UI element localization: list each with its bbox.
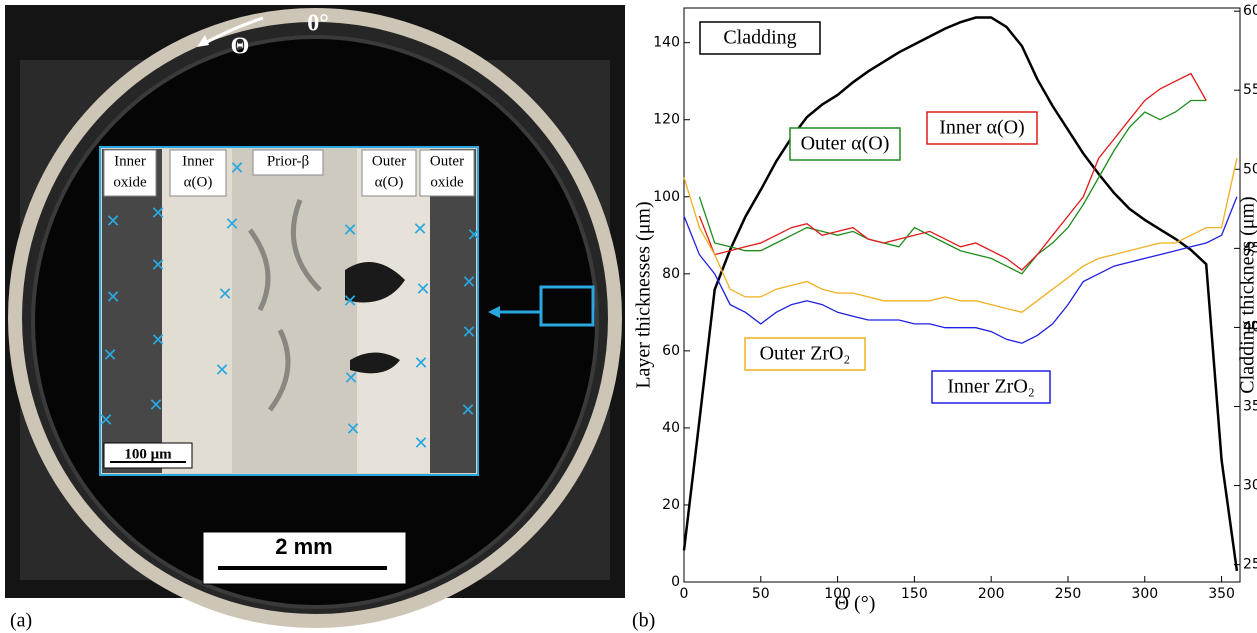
y2-tick-label: 600 — [1243, 3, 1257, 19]
y-tick-label: 80 — [662, 266, 680, 282]
layer-label: oxide — [113, 174, 147, 190]
series-line — [698, 72, 1207, 271]
theta-label: Θ — [231, 34, 250, 60]
label-box — [252, 149, 324, 176]
label-box — [103, 149, 157, 197]
x-tick-label: 50 — [752, 586, 770, 602]
svg-text:✕: ✕ — [105, 211, 120, 232]
layer-label: oxide — [430, 174, 464, 190]
svg-text:✕: ✕ — [413, 353, 428, 374]
layer-label: Prior-β — [267, 153, 309, 169]
x-tick-label: 0 — [680, 586, 689, 602]
scale-label: 2 mm — [275, 534, 332, 559]
svg-text:✕: ✕ — [150, 330, 165, 351]
y2-tick-label: 500 — [1243, 161, 1257, 177]
y-tick-label: 100 — [653, 189, 680, 205]
label-box — [169, 149, 227, 197]
svg-text:✕: ✕ — [342, 291, 357, 312]
series-line — [698, 99, 1207, 275]
caption: (b) — [632, 610, 655, 632]
x-tick-label: 200 — [978, 586, 1005, 602]
svg-text:✕: ✕ — [412, 219, 427, 240]
series-line — [682, 16, 1239, 572]
layer-labels: Inner oxide Inner α(O) Prior-β Outer α(O) Outer… — [103, 149, 475, 197]
legend-label: Outer α(O) — [801, 133, 890, 155]
y-tick-label: 60 — [662, 343, 680, 359]
svg-text:✕: ✕ — [460, 400, 475, 421]
layer-label: Outer — [430, 153, 464, 169]
layer-label: Inner — [114, 153, 146, 169]
svg-text:✕: ✕ — [461, 322, 476, 343]
y-tick-label: 40 — [662, 420, 680, 436]
plot-frame — [683, 7, 1241, 583]
inset-scale-label: 100 μm — [124, 446, 172, 462]
svg-text:✕: ✕ — [98, 410, 113, 431]
svg-text:✕: ✕ — [461, 272, 476, 293]
y-tick-label: 140 — [653, 35, 680, 51]
svg-text:✕: ✕ — [217, 284, 232, 305]
svg-text:✕: ✕ — [102, 345, 117, 366]
angle-label: 0° — [307, 11, 329, 37]
x-tick-label: 100 — [824, 586, 851, 602]
y-tick-label: 20 — [662, 497, 680, 513]
y2-axis-title: Cladding thickness (μm) — [1237, 196, 1257, 393]
y2-tick-label: 400 — [1243, 319, 1257, 335]
legend-label: Cladding — [723, 27, 796, 49]
legend-label: Inner ZrO₂ — [947, 376, 1035, 398]
y-tick-label: 0 — [671, 574, 680, 590]
x-tick-label: 300 — [1131, 586, 1158, 602]
x-axis-title: Θ (°) — [835, 593, 876, 615]
svg-text:✕: ✕ — [148, 395, 163, 416]
svg-text:✕: ✕ — [466, 225, 481, 246]
svg-text:✕: ✕ — [214, 360, 229, 381]
micrograph: ✕ ✕ ✕ ✕ ✕ ✕ ✕ ✕ ✕ ✕ ✕ ✕ ✕ ✕ ✕ ✕ ✕ ✕ ✕ ✕ ✕ ✕ ✕ ✕ — [5, 5, 625, 628]
series-line — [683, 196, 1238, 344]
legend-box — [744, 337, 866, 371]
y-tick-label: 120 — [653, 112, 680, 128]
legend-box — [926, 111, 1038, 145]
legend-label: Outer ZrO₂ — [760, 343, 851, 365]
x-tick-label: 150 — [901, 586, 928, 602]
svg-text:✕: ✕ — [342, 220, 357, 241]
svg-text:✕: ✕ — [150, 255, 165, 276]
svg-text:✕: ✕ — [224, 214, 239, 235]
y2-tick-label: 300 — [1243, 478, 1257, 494]
y2-tick-label: 550 — [1243, 82, 1257, 98]
y-axis-title: Layer thicknesses (μm) — [633, 201, 655, 388]
caption: (a) — [10, 610, 32, 632]
y2-tick-label: 450 — [1243, 240, 1257, 256]
legend-box — [931, 370, 1051, 404]
x-tick-label: 250 — [1055, 586, 1082, 602]
layer-label: α(O) — [184, 174, 213, 190]
layer-label: Inner — [182, 153, 214, 169]
legend-box — [699, 21, 821, 55]
svg-text:✕: ✕ — [413, 433, 428, 454]
legend-label: Inner α(O) — [939, 117, 1024, 139]
y2-tick-label: 350 — [1243, 398, 1257, 414]
svg-text:✕: ✕ — [343, 368, 358, 389]
legend-box — [789, 127, 901, 161]
svg-text:✕: ✕ — [150, 203, 165, 224]
label-box — [361, 149, 417, 197]
x-tick-label: 350 — [1208, 586, 1235, 602]
y2-tick-label: 250 — [1243, 557, 1257, 573]
layer-label: α(O) — [375, 174, 404, 190]
series-line — [683, 158, 1238, 314]
label-box — [419, 149, 475, 197]
svg-text:✕: ✕ — [229, 158, 244, 179]
svg-text:✕: ✕ — [105, 287, 120, 308]
svg-text:✕: ✕ — [415, 279, 430, 300]
layer-label: Outer — [372, 153, 406, 169]
svg-text:✕: ✕ — [345, 419, 360, 440]
